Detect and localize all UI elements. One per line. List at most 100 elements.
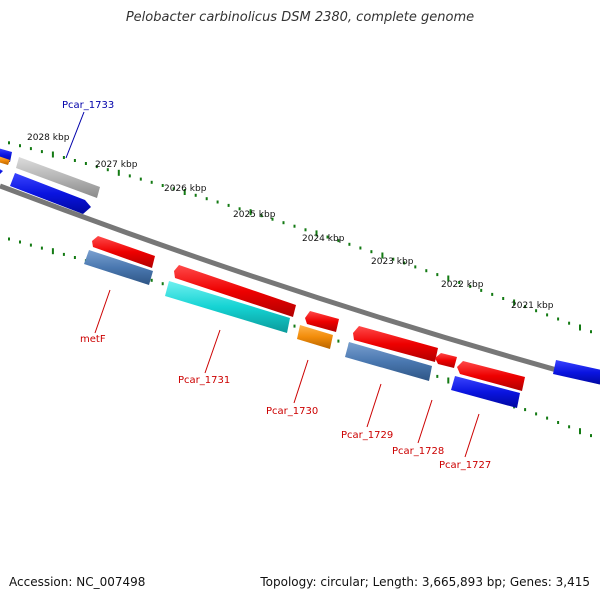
kbp-label: 2027 kbp [95,160,138,170]
minor-tick-mark [425,269,428,273]
forward-gene-track [0,148,600,385]
gene-pointer-line-icon [204,329,221,374]
minor-tick-mark [293,224,296,228]
gene-pointer-line-icon [94,289,111,334]
gene-arrow-pcar-1731[interactable] [165,281,290,333]
minor-tick-mark [392,257,395,261]
gene-label-pcar-1730[interactable]: Pcar_1730 [266,406,318,417]
topology-text: Topology: circular; Length: 3,665,893 bp… [260,575,590,589]
minor-tick-mark [161,184,164,187]
major-tick-mark [513,299,516,306]
gene-label-pcar-1729[interactable]: Pcar_1729 [341,430,393,441]
gene-arrow-reverse[interactable] [457,361,525,391]
kbp-label: 2021 kbp [511,301,554,311]
minor-tick-mark [403,261,406,265]
major-tick-mark [183,189,186,195]
minor-tick-mark [8,237,10,241]
kbp-label: 2028 kbp [27,133,70,143]
major-tick-mark [249,209,252,216]
genome-backbone [0,183,600,385]
minor-tick-mark [271,217,274,221]
major-tick-mark [447,377,450,384]
minor-tick-mark [480,288,483,292]
minor-tick-mark [106,168,109,172]
minor-tick-mark [370,250,373,254]
minor-tick-mark [590,330,592,334]
minor-tick-mark [414,265,417,269]
minor-tick-mark [172,187,175,191]
gene-arrow-pcar-1729[interactable] [345,342,432,381]
minor-tick-mark [29,147,32,151]
minor-tick-mark [568,321,571,325]
gene-pointer-line-icon [417,399,433,444]
minor-tick-mark [227,203,230,207]
gene-arrow-reverse[interactable] [353,326,438,362]
major-tick-mark [381,252,384,259]
minor-tick-mark [524,408,527,412]
gene-labels: Pcar_1733 metF Pcar_1731 Pcar_1730 Pcar_… [62,100,491,471]
minor-tick-mark [139,177,142,181]
minor-tick-mark [8,141,10,145]
minor-tick-mark [216,200,219,204]
gene-arrow-forward[interactable] [0,156,10,165]
gene-arrow-reverse[interactable] [435,353,457,368]
major-tick-mark [51,151,54,158]
minor-tick-mark [128,174,131,178]
minor-tick-mark [304,228,307,232]
gene-label-metf[interactable]: metF [80,334,106,345]
minor-tick-mark [161,282,164,286]
minor-tick-mark [205,197,208,201]
minor-tick-mark [436,273,439,277]
kbp-label: 2022 kbp [441,280,484,290]
gene-arrow-pcar-1730[interactable] [297,325,333,349]
gene-arrow-pcar-1733[interactable] [16,157,100,198]
minor-tick-mark [359,246,362,250]
minor-tick-mark [150,278,153,282]
gene-arrow-forward[interactable] [10,173,91,214]
minor-tick-mark [436,374,439,378]
gene-label-pcar-1733[interactable]: Pcar_1733 [62,100,114,111]
minor-tick-mark [84,162,87,165]
major-tick-mark [117,169,120,176]
minor-tick-mark [62,252,65,256]
minor-tick-mark [535,309,538,313]
gene-arrow-reverse[interactable] [174,265,296,317]
gene-pointer-line-icon [464,413,480,458]
gene-arrow-forward[interactable] [0,168,3,176]
gene-pointer-line-icon [65,111,85,159]
minor-tick-mark [40,246,43,250]
minor-tick-mark [73,256,76,259]
minor-tick-mark [282,221,285,225]
minor-tick-mark [150,180,153,184]
minor-tick-mark [40,150,43,154]
minor-tick-mark [62,156,65,159]
kbp-labels: 2028 kbp 2027 kbp 2026 kbp 2025 kbp 2024… [27,133,554,311]
gene-arrow-pcar-1727[interactable] [451,376,520,408]
minor-tick-mark [546,313,549,317]
gene-label-pcar-1728[interactable]: Pcar_1728 [392,446,444,457]
minor-tick-mark [348,242,351,246]
kbp-label: 2023 kbp [371,257,414,267]
accession-text: Accession: NC_007498 [9,575,146,589]
major-tick-mark [447,275,450,282]
gene-arrow-reverse[interactable] [84,250,153,285]
kbp-label: 2024 kbp [302,234,345,244]
gene-label-pcar-1727[interactable]: Pcar_1727 [439,460,491,471]
major-tick-mark [315,230,318,237]
gene-arrow-reverse[interactable] [92,236,155,268]
gene-pointer-line-icon [293,359,309,404]
minor-tick-mark [293,324,296,328]
minor-tick-mark [337,339,340,343]
minor-tick-mark [19,240,21,244]
minor-tick-mark [590,434,592,438]
minor-tick-mark [491,292,494,296]
minor-tick-mark [326,235,329,239]
gene-label-pcar-1731[interactable]: Pcar_1731 [178,375,230,386]
gene-arrow-forward[interactable] [553,360,600,385]
minor-tick-mark [568,425,571,429]
kbp-label: 2025 kbp [233,210,276,220]
gene-arrow-reverse[interactable] [305,311,339,332]
minor-tick-mark [469,284,472,288]
minor-tick-mark [260,214,263,218]
